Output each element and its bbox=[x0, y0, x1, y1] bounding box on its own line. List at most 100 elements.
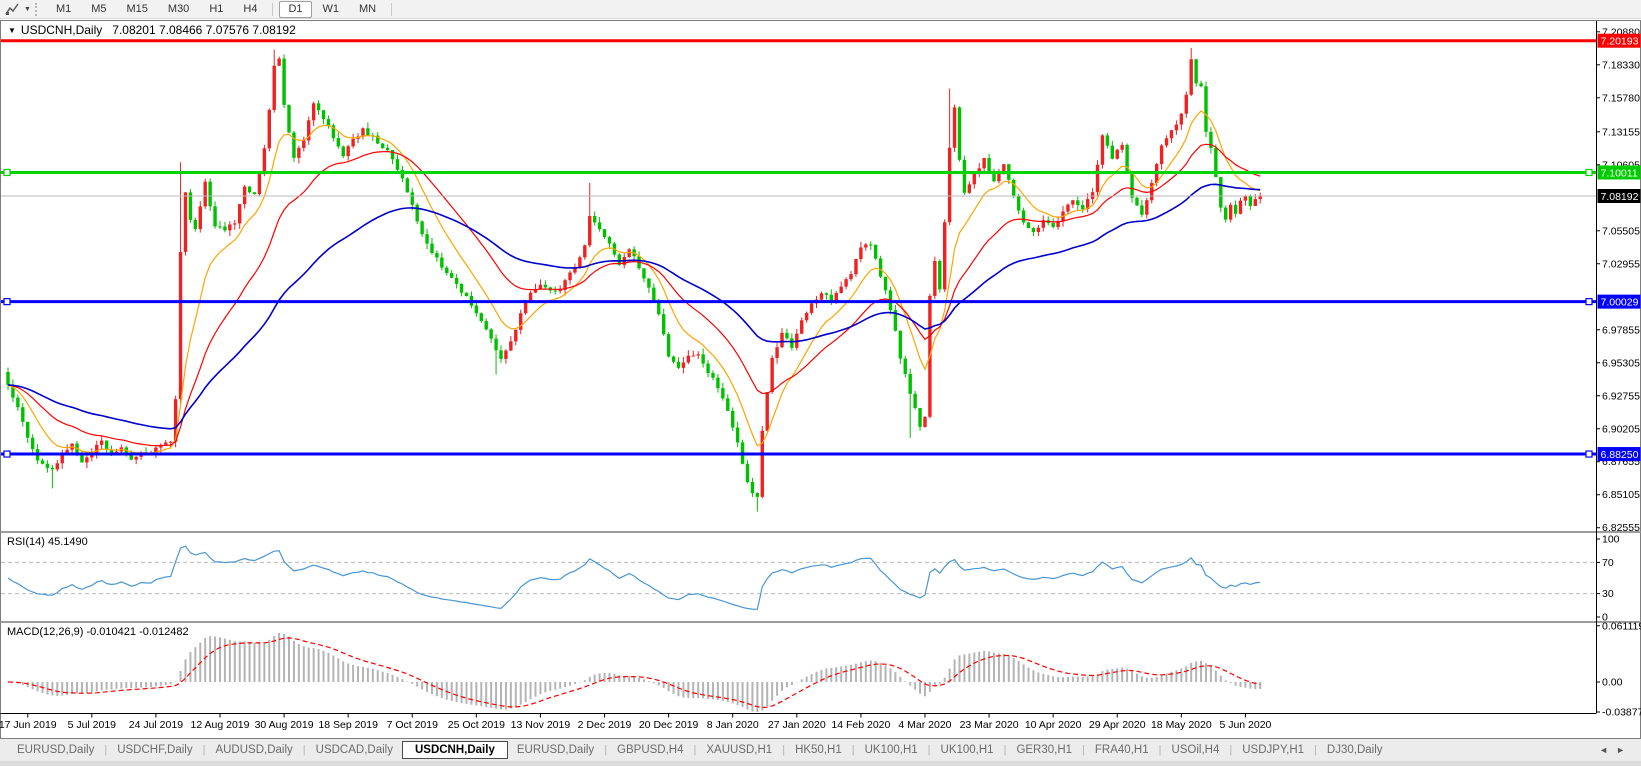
toolbar-separator bbox=[391, 2, 393, 16]
ohlc-values: 7.08201 7.08466 7.07576 7.08192 bbox=[112, 23, 296, 37]
candles bbox=[6, 47, 1262, 512]
rsi-indicator-label: RSI(14) 45.1490 bbox=[7, 536, 88, 548]
price-badge-7.10011 bbox=[1597, 165, 1641, 180]
tab-separator: | bbox=[1314, 744, 1317, 756]
tab-separator: | bbox=[1158, 744, 1162, 756]
price-tick-label: 6.82555 bbox=[1602, 522, 1640, 534]
hline-handle[interactable] bbox=[1585, 298, 1593, 306]
chart-tab-USDCHF-Daily[interactable]: USDCHF,Daily bbox=[117, 744, 193, 756]
date-tick-label: 12 Aug 2019 bbox=[190, 719, 249, 731]
price-tick-label: 6.97855 bbox=[1602, 324, 1640, 336]
date-tick-label: 4 Mar 2020 bbox=[898, 719, 951, 731]
tab-separator: | bbox=[202, 744, 206, 756]
period-button-W1[interactable]: W1 bbox=[322, 2, 340, 15]
tab-separator: | bbox=[782, 744, 786, 756]
chart-tab-USDJPY-H1[interactable]: USDJPY,H1 bbox=[1242, 744, 1305, 756]
chart-tab-DJ30-Daily[interactable]: DJ30,Daily bbox=[1326, 744, 1383, 756]
date-tick-label: 14 Feb 2020 bbox=[831, 719, 890, 731]
ma-mid-line bbox=[7, 143, 1261, 447]
collapse-icon[interactable]: ▼ bbox=[8, 25, 16, 35]
hline-handle[interactable] bbox=[3, 298, 11, 306]
date-tick-label: 29 Apr 2020 bbox=[1089, 719, 1146, 731]
price-badge-7.20193 bbox=[1597, 33, 1641, 48]
hline-handle[interactable] bbox=[1585, 168, 1593, 177]
chart-tab-AUDUSD-Daily[interactable]: AUDUSD,Daily bbox=[215, 744, 293, 756]
date-tick-label: 7 Oct 2019 bbox=[387, 719, 439, 731]
price-tick-label: 7.15780 bbox=[1602, 92, 1640, 104]
date-tick-label: 10 Apr 2020 bbox=[1025, 719, 1082, 731]
chevron-down-icon[interactable]: ▼ bbox=[24, 5, 31, 13]
price-tick-label: 7.02955 bbox=[1602, 258, 1640, 270]
hline-handle[interactable] bbox=[3, 450, 11, 458]
chart-tab-USDCNH-Daily[interactable]: USDCNH,Daily bbox=[401, 741, 508, 759]
price-badge-label: 7.08192 bbox=[1601, 191, 1639, 203]
chart-tab-EURUSD-Daily[interactable]: EURUSD,Daily bbox=[516, 744, 595, 756]
date-tick-label: 24 Jul 2019 bbox=[129, 719, 183, 731]
date-tick-label: 2 Dec 2019 bbox=[578, 719, 632, 731]
tab-separator: | bbox=[604, 744, 608, 756]
tabs-scroll-right-icon[interactable]: ► bbox=[1616, 745, 1625, 755]
chart-tab-FRA40-H1[interactable]: FRA40,H1 bbox=[1094, 744, 1149, 756]
period-button-M30[interactable]: M30 bbox=[167, 2, 190, 15]
tab-separator: | bbox=[104, 744, 108, 756]
period-button-M1[interactable]: M1 bbox=[55, 2, 72, 15]
price-badge-label: 6.88250 bbox=[1601, 449, 1639, 461]
price-badge-label: 7.00029 bbox=[1601, 296, 1639, 308]
price-tick-label: 7.13155 bbox=[1602, 126, 1640, 138]
price-tick-label: 6.92755 bbox=[1602, 390, 1640, 402]
rsi-tick-label: 30 bbox=[1602, 588, 1614, 600]
date-tick-label: 8 Jan 2020 bbox=[707, 719, 759, 731]
price-badge-7.00029 bbox=[1597, 294, 1641, 309]
chart-tab-UK100-H1[interactable]: UK100,H1 bbox=[940, 744, 994, 756]
chart-tab-bar: EURUSD,Daily | USDCHF,Daily | AUDUSD,Daily | U… bbox=[0, 739, 1641, 761]
chart-window bbox=[0, 20, 1641, 739]
period-button-D1[interactable]: D1 bbox=[279, 0, 312, 18]
tab-separator: | bbox=[851, 744, 855, 756]
chart-tool-icon[interactable] bbox=[3, 1, 22, 17]
panel-separator[interactable] bbox=[0, 621, 1641, 623]
macd-tick-label: -0.038777 bbox=[1602, 707, 1641, 719]
period-button-M5[interactable]: M5 bbox=[91, 2, 107, 15]
date-tick-label: 5 Jul 2019 bbox=[68, 719, 117, 731]
chart-tab-USDCAD-Daily[interactable]: USDCAD,Daily bbox=[315, 744, 393, 756]
price-tick-label: 7.18330 bbox=[1602, 59, 1640, 71]
chart-tab-UK100-H1[interactable]: UK100,H1 bbox=[864, 744, 918, 756]
price-badge-6.88250 bbox=[1597, 447, 1641, 462]
timeframe-buttons: M1 M5 M15 M30 H1 H4 D1 W1 MN bbox=[46, 0, 397, 18]
period-button-H1[interactable]: H1 bbox=[209, 2, 224, 15]
chart-tab-GER30-H1[interactable]: GER30,H1 bbox=[1016, 744, 1073, 756]
chart-tab-HK50-H1[interactable]: HK50,H1 bbox=[795, 744, 842, 756]
macd-histogram bbox=[11, 632, 1262, 712]
tab-separator: | bbox=[693, 744, 697, 756]
price-tick-label: 7.05505 bbox=[1602, 225, 1640, 237]
period-button-M15[interactable]: M15 bbox=[126, 2, 148, 15]
period-button-H4[interactable]: H4 bbox=[243, 2, 258, 15]
chart-tab-XAUUSD-H1[interactable]: XAUUSD,H1 bbox=[706, 744, 773, 756]
tab-separator: | bbox=[1003, 744, 1007, 756]
ma-slow-line bbox=[7, 183, 1261, 430]
period-button-MN[interactable]: MN bbox=[359, 2, 377, 15]
rsi-tick-label: 0 bbox=[1602, 612, 1608, 624]
tabs-scroll-left-icon[interactable]: ◄ bbox=[1599, 745, 1609, 755]
panel-separator[interactable] bbox=[0, 531, 1641, 533]
chart-tab-GBPUSD-H4[interactable]: GBPUSD,H4 bbox=[617, 744, 684, 756]
date-tick-label: 5 Jun 2020 bbox=[1219, 719, 1271, 731]
chart-tab-USOil-H4[interactable]: USOil,H4 bbox=[1171, 744, 1220, 756]
date-tick-label: 20 Dec 2019 bbox=[639, 719, 699, 731]
tab-strip: EURUSD,Daily | USDCHF,Daily | AUDUSD,Daily | U… bbox=[8, 741, 1392, 759]
rsi-tick-label: 100 bbox=[1602, 534, 1620, 546]
date-tick-label: 30 Aug 2019 bbox=[255, 719, 314, 731]
top-toolbar: ▼ M1 M5 M15 M30 H1 H4 D1 W1 MN bbox=[0, 0, 1641, 19]
price-badge-label: 7.20193 bbox=[1601, 36, 1639, 48]
rsi-line bbox=[7, 545, 1261, 610]
hline-handle[interactable] bbox=[3, 168, 11, 177]
rsi-tick-label: 70 bbox=[1602, 557, 1614, 569]
date-tick-label: 25 Oct 2019 bbox=[448, 719, 505, 731]
price-tick-label: 6.90205 bbox=[1602, 423, 1640, 435]
hline-handle[interactable] bbox=[1585, 450, 1593, 458]
ma-fast-line bbox=[7, 110, 1261, 454]
tab-separator: | bbox=[1229, 744, 1233, 756]
chart-tab-EURUSD-Daily[interactable]: EURUSD,Daily bbox=[17, 744, 95, 756]
date-tick-label: 17 Jun 2019 bbox=[0, 719, 57, 731]
